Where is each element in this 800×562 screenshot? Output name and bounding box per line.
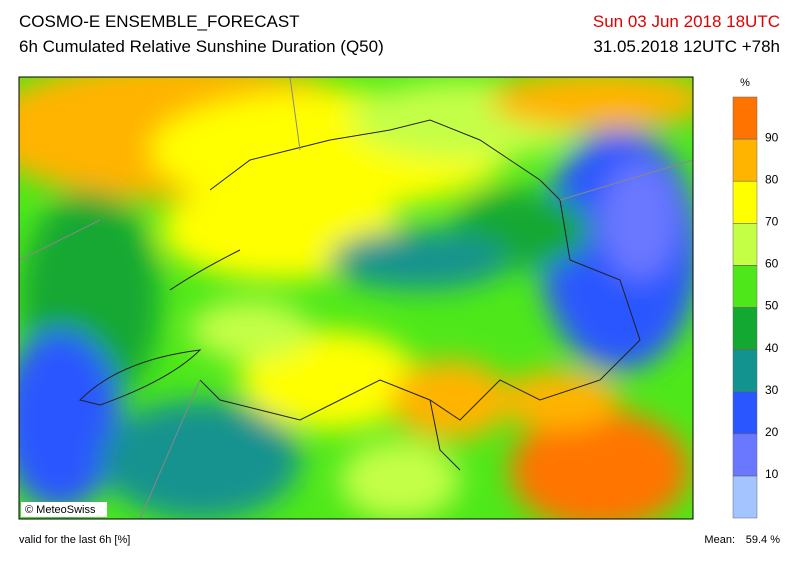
colorbar-band (732, 265, 758, 308)
map: © MeteoSwiss (19, 77, 693, 519)
run-time: 31.05.2018 12UTC +78h (593, 37, 780, 56)
colorbar-tick-label: 60 (765, 257, 779, 271)
colorbar-band (732, 96, 758, 140)
colorbar-tick-label: 50 (765, 299, 779, 313)
colorbar-band (732, 180, 758, 224)
colorbar-band (732, 433, 758, 477)
colorbar-band (732, 475, 758, 519)
subtitle: 6h Cumulated Relative Sunshine Duration … (19, 37, 384, 56)
map-credit: © MeteoSwiss (25, 504, 96, 516)
footer-note: valid for the last 6h [%] (19, 534, 130, 546)
colorbar-tick-label: 70 (765, 214, 779, 228)
valid-time: Sun 03 Jun 2018 18UTC (593, 12, 780, 31)
colorbar-band (732, 349, 758, 392)
map-frame (18, 76, 694, 520)
mean-label: Mean: (704, 534, 735, 546)
colorbar-band (732, 223, 758, 266)
colorbar-band (732, 307, 758, 350)
mean-value: 59.4 % (746, 534, 780, 546)
colorbar-tick-label: 40 (765, 341, 779, 355)
colorbar-unit: % (740, 77, 750, 89)
title: COSMO-E ENSEMBLE_FORECAST (19, 12, 300, 31)
colorbar-band (732, 391, 758, 435)
colorbar: % 10 20 30 40 50 60 70 80 90 (732, 77, 779, 519)
colorbar-tick-label: 20 (765, 425, 779, 439)
colorbar-tick-label: 90 (765, 130, 779, 144)
colorbar-tick-label: 80 (765, 172, 779, 186)
colorbar-tick-label: 10 (765, 467, 779, 481)
colorbar-tick-label: 30 (765, 383, 779, 397)
colorbar-band (732, 138, 758, 182)
